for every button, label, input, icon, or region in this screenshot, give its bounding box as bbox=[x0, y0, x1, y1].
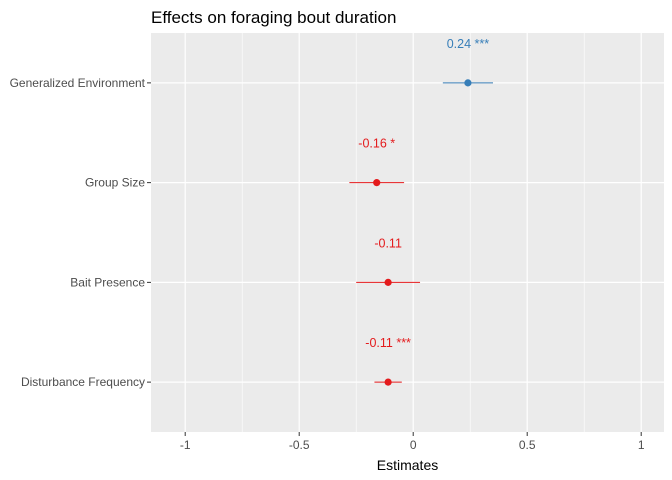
y-tick-label: Group Size bbox=[85, 176, 145, 190]
marks-layer: 0.24 *** -0.16 * -0.11 -0.11 *** bbox=[349, 37, 493, 386]
grid-minor bbox=[241, 33, 585, 432]
x-axis-title: Estimates bbox=[377, 457, 438, 473]
y-axis: Generalized Environment Group Size Bait Pr… bbox=[10, 76, 151, 389]
x-tick-label: 0.5 bbox=[519, 438, 536, 452]
estimate-point bbox=[373, 179, 381, 187]
data-label: -0.11 *** bbox=[365, 336, 411, 350]
estimate-point bbox=[384, 278, 392, 286]
x-tick-label: 1 bbox=[638, 438, 645, 452]
y-tick-label: Generalized Environment bbox=[10, 76, 146, 90]
estimate-point bbox=[464, 79, 472, 87]
data-label: 0.24 *** bbox=[447, 37, 490, 51]
estimate-point bbox=[384, 378, 392, 386]
x-tick-label: 0 bbox=[410, 438, 417, 452]
x-tick-label: -1 bbox=[180, 438, 191, 452]
y-tick-label: Disturbance Frequency bbox=[21, 375, 145, 389]
plot-panel bbox=[151, 33, 664, 432]
x-axis: -1 -0.5 0 0.5 1 bbox=[180, 432, 645, 452]
y-tick-label: Bait Presence bbox=[70, 275, 145, 289]
grid-major bbox=[151, 33, 664, 432]
chart-title: Effects on foraging bout duration bbox=[151, 8, 396, 27]
data-label: -0.16 * bbox=[358, 137, 395, 151]
data-label: -0.11 bbox=[374, 236, 402, 250]
x-tick-label: -0.5 bbox=[289, 438, 310, 452]
